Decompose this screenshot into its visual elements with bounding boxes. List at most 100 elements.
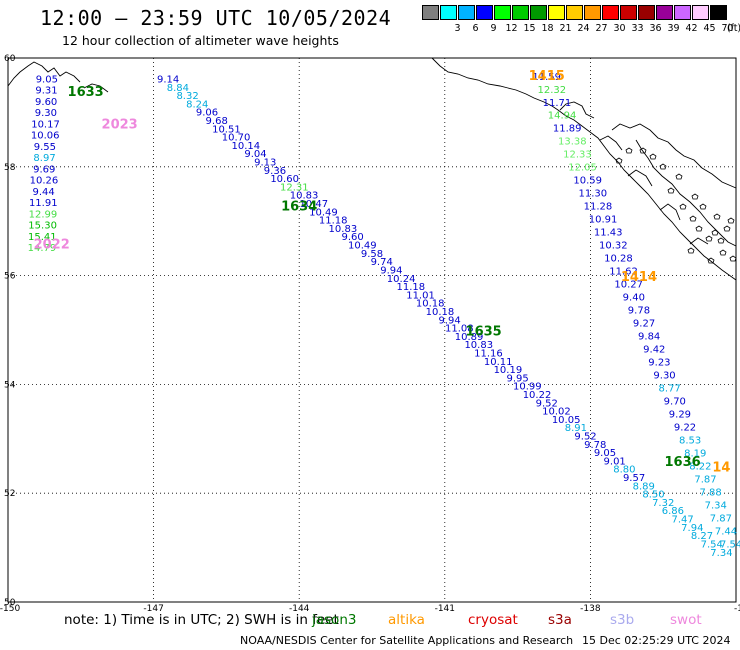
wave-height-label: 11.91 xyxy=(29,198,58,209)
wave-height-label: 10.49 xyxy=(309,207,338,218)
wave-height-label: 9.29 xyxy=(669,410,691,421)
lat-tick-label: 56 xyxy=(4,272,16,282)
wave-height-label: 9.27 xyxy=(633,319,655,330)
lon-tick-label: -135 xyxy=(734,604,740,612)
lon-tick-label: -144 xyxy=(289,604,310,612)
wave-height-label: 8.24 xyxy=(186,99,208,110)
map-frame xyxy=(7,57,737,603)
pass-label: 1635 xyxy=(466,324,502,339)
island-outline xyxy=(711,229,719,236)
colorbar-label: 15 xyxy=(523,23,536,34)
wave-height-label: 7.88 xyxy=(700,488,722,499)
wave-height-label: 9.05 xyxy=(36,74,58,85)
wave-height-label: 9.31 xyxy=(35,86,57,97)
colorbar-swatch xyxy=(566,5,583,20)
wave-height-label: 9.44 xyxy=(32,187,54,198)
wave-height-label: 10.49 xyxy=(348,241,377,252)
coastline-segment xyxy=(431,57,737,281)
wave-height-label: 10.11 xyxy=(484,357,513,368)
lon-tick-label: -141 xyxy=(435,604,455,612)
colorbar-label: 9 xyxy=(490,23,497,34)
lat-tick-label: 58 xyxy=(4,163,16,173)
wave-height-label: 10.19 xyxy=(494,365,523,376)
legend-note: note: 1) Time is in UTC; 2) SWH is in fe… xyxy=(64,612,339,628)
island-outline xyxy=(719,249,727,256)
lon-tick-label: -147 xyxy=(143,604,163,612)
wave-height-label: 9.94 xyxy=(439,315,461,326)
wave-height-label: 12.05 xyxy=(568,163,597,174)
island-outline xyxy=(689,215,697,222)
wave-height-label: 9.57 xyxy=(623,473,645,484)
island-outline xyxy=(649,153,657,160)
wave-height-label: 11.18 xyxy=(319,216,348,227)
coastline-segment xyxy=(611,123,737,189)
wave-height-label: 11.59 xyxy=(532,72,561,83)
wave-height-tracks: 9.148.848.328.249.069.6810.5110.7010.149… xyxy=(28,72,740,559)
colorbar-label: 27 xyxy=(595,23,608,34)
island-outline xyxy=(705,235,713,242)
coastline-segment xyxy=(83,83,109,93)
wave-height-label: 6.86 xyxy=(662,506,684,517)
wave-height-label: 9.36 xyxy=(264,166,286,177)
colorbar-label: 6 xyxy=(472,23,479,34)
wave-height-label: 9.78 xyxy=(584,440,606,451)
wave-height-label: 13.38 xyxy=(558,137,587,148)
wave-height-label: 11.43 xyxy=(594,228,623,239)
wave-height-label: 11.01 xyxy=(406,290,435,301)
island-outline xyxy=(723,225,731,232)
wave-height-label: 12.32 xyxy=(538,85,567,96)
wave-height-label: 9.70 xyxy=(664,397,686,408)
wave-height-label: 7.34 xyxy=(705,501,727,512)
wave-height-label: 15.30 xyxy=(28,221,57,232)
wave-height-label: 10.32 xyxy=(599,241,628,252)
wave-height-label: 9.69 xyxy=(33,164,55,175)
wave-height-label: 9.94 xyxy=(380,265,402,276)
colorbar-label: 70 xyxy=(721,23,734,34)
page-subtitle: 12 hour collection of altimeter wave hei… xyxy=(62,33,339,48)
altimeter-map: -150 -147 -144 -141 -138 -135 60 58 56 54 52 50 9.1… xyxy=(0,54,740,612)
wave-height-label: 10.83 xyxy=(290,191,319,202)
wave-height-label: 8.80 xyxy=(613,465,635,476)
wave-height-label: 9.60 xyxy=(35,97,57,108)
colorbar-swatch xyxy=(602,5,619,20)
island-outline xyxy=(615,157,623,164)
colorbar-swatch xyxy=(512,5,529,20)
island-outline xyxy=(717,237,725,244)
wave-height-label: 8.97 xyxy=(33,153,55,164)
colorbar-label: 36 xyxy=(649,23,662,34)
pass-label: 1633 xyxy=(68,85,104,100)
colorbar-swatch xyxy=(548,5,565,20)
colorbar-swatch xyxy=(458,5,475,20)
wave-height-label: 7.47 xyxy=(671,515,693,526)
wave-height-label: 9.74 xyxy=(371,257,393,268)
satellite-legend-item: swot xyxy=(670,612,702,628)
island-outline xyxy=(699,203,707,210)
wave-height-label: 11.28 xyxy=(584,202,613,213)
pass-label: 1415 xyxy=(529,69,565,84)
coastline-segment xyxy=(599,135,623,151)
wave-height-label: 7.34 xyxy=(710,548,732,559)
wave-height-label: 9.52 xyxy=(536,398,558,409)
wave-height-label: 9.42 xyxy=(643,345,665,356)
coastline-segment xyxy=(7,61,81,87)
pass-label: 2022 xyxy=(34,237,70,252)
coastline-segment xyxy=(559,101,595,119)
coastline-segment xyxy=(659,203,681,221)
wave-height-label: 9.30 xyxy=(35,108,57,119)
colorbar-swatch xyxy=(476,5,493,20)
wave-height-label: 10.27 xyxy=(614,280,643,291)
wave-height-label: 10.70 xyxy=(222,133,251,144)
wave-height-label: 10.02 xyxy=(542,407,571,418)
colorbar-swatch xyxy=(638,5,655,20)
axis-ticks: -150 -147 -144 -141 -138 -135 60 58 56 54 52 50 xyxy=(0,54,740,612)
colorbar-label: 24 xyxy=(577,23,590,34)
wave-height-label: 7.87 xyxy=(694,475,716,486)
footer-credit: NOAA/NESDIS Center for Satellite Applica… xyxy=(240,634,574,647)
wave-height-label: 10.14 xyxy=(231,141,260,152)
colorbar-swatch xyxy=(440,5,457,20)
wave-height-label: 7.32 xyxy=(652,498,674,509)
pass-labels: 1633 2023 2022 1634 1635 1415 1414 1636 14 xyxy=(34,69,731,476)
wave-height-label: 10.47 xyxy=(299,199,328,210)
wave-height-label: 9.60 xyxy=(341,232,363,243)
wave-height-label: 10.05 xyxy=(552,415,581,426)
